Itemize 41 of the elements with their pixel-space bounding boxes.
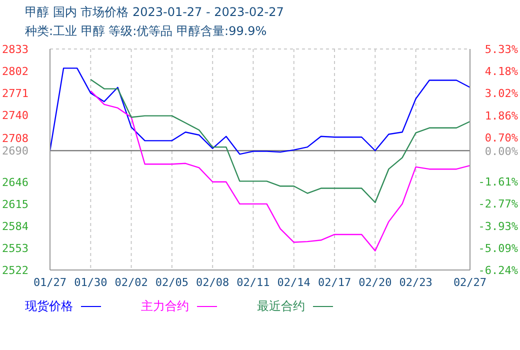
y-tick-label: 2833: [2, 43, 28, 56]
y-tick-label: 2771: [2, 87, 28, 100]
line-series: [50, 68, 470, 155]
y-tick-label: 2740: [2, 109, 28, 122]
x-tick-label: 02/17: [318, 276, 352, 289]
y-tick-label: 2522: [2, 264, 28, 277]
y2-tick-label: -3.93%: [478, 220, 518, 233]
x-tick-label: 02/05: [155, 276, 188, 289]
y2-tick-label: 1.86%: [484, 109, 518, 122]
y-tick-label: 2802: [2, 65, 28, 78]
y2-tick-label: 5.33%: [484, 43, 518, 56]
y2-tick-label: -1.61%: [478, 176, 518, 189]
y-tick-label: 2708: [2, 132, 28, 145]
y-tick-label: 2615: [2, 198, 28, 211]
line-series: [90, 90, 470, 252]
x-tick-label: 02/23: [399, 276, 432, 289]
y2-tick-label: -2.77%: [478, 198, 518, 211]
line-series: [90, 78, 470, 204]
y-tick-label: 2646: [2, 176, 28, 189]
x-tick-label: 02/02: [114, 276, 148, 289]
legend-label: 最近合约: [257, 298, 305, 315]
x-tick-label: 02/14: [277, 276, 311, 289]
chart-subtitle: 种类:工业 甲醇 等级:优等品 甲醇含量:99.9%: [25, 23, 267, 40]
chart-title: 甲醇 国内 市场价格 2023-01-27 - 2023-02-27: [25, 4, 284, 21]
y2-tick-label: 0.70%: [484, 131, 518, 144]
legend-label: 主力合约: [141, 298, 189, 315]
x-tick-label: 02/20: [358, 276, 392, 289]
y2-tick-label: -6.24%: [478, 264, 518, 277]
y2-tick-label: 4.18%: [484, 64, 518, 78]
y2-tick-label: -5.09%: [478, 242, 518, 256]
x-tick-label: 02/11: [236, 276, 270, 289]
y-tick-label: 2553: [2, 242, 28, 255]
y2-tick-label: 0.00%: [484, 144, 518, 158]
x-tick-label: 01/30: [74, 276, 108, 289]
legend-label: 现货价格: [25, 298, 73, 315]
x-tick-label: 02/27: [453, 276, 487, 289]
y-tick-label: 2584: [2, 220, 29, 233]
x-tick-label: 02/08: [196, 276, 230, 289]
y2-tick-label: 3.02%: [484, 87, 518, 100]
x-tick-label: 01/27: [33, 276, 67, 289]
y-tick-label: 2690: [2, 144, 28, 158]
